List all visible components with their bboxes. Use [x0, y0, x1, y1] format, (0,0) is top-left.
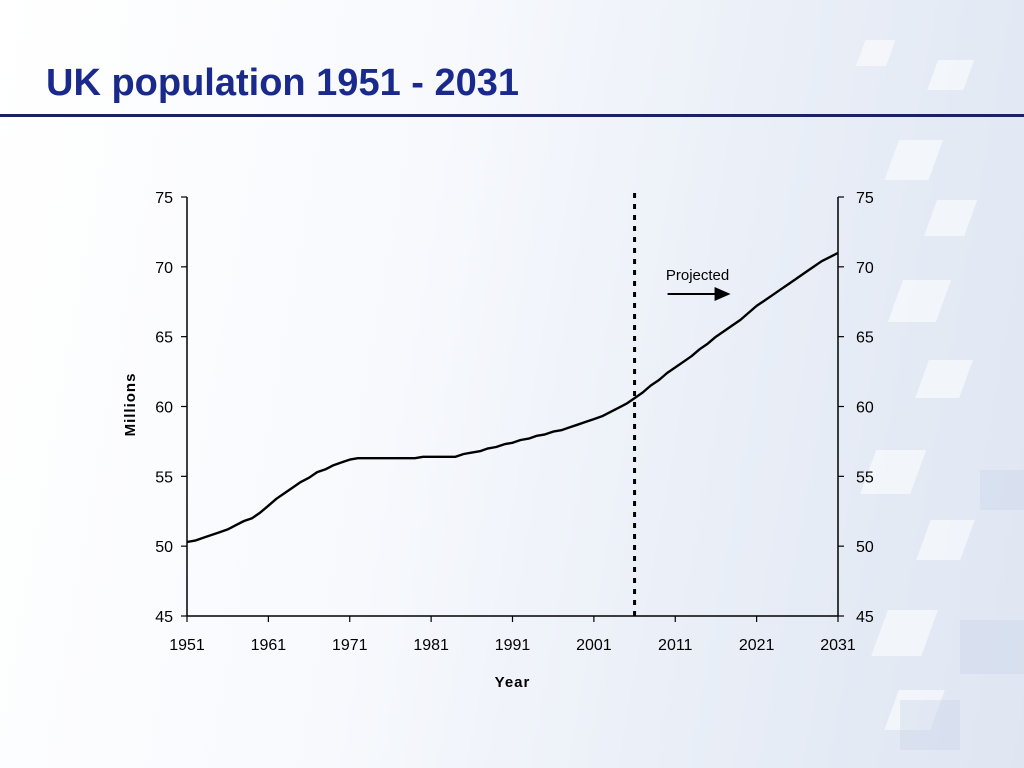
axes — [181, 196, 844, 622]
x-tick-label: 1961 — [251, 637, 287, 654]
y-tick-label-left: 65 — [155, 330, 173, 347]
x-axis-title: Year — [495, 674, 531, 691]
slide-title: UK population 1951 - 2031 — [46, 62, 520, 104]
y-tick-label-left: 60 — [155, 400, 173, 417]
y-tick-label-left: 50 — [155, 539, 173, 556]
y-tick-label-left: 55 — [155, 469, 173, 486]
y-tick-label-right: 65 — [856, 330, 874, 347]
tick-labels: 45 50 55 60 65 70 75 45 50 55 60 65 70 75 1951 1961 1971… — [155, 190, 874, 654]
y-tick-label-left: 75 — [155, 190, 173, 207]
projected-arrow — [667, 287, 731, 301]
x-tick-label: 1951 — [169, 637, 205, 654]
y-tick-label-right: 75 — [856, 190, 874, 207]
y-tick-label-right: 70 — [856, 260, 874, 277]
x-tick-label: 1971 — [332, 637, 368, 654]
x-tick-label: 2001 — [576, 637, 612, 654]
y-tick-label-right: 45 — [856, 609, 874, 626]
y-tick-label-right: 60 — [856, 400, 874, 417]
y-tick-label-right: 50 — [856, 539, 874, 556]
y-tick-label-right: 55 — [856, 469, 874, 486]
y-tick-label-left: 70 — [155, 260, 173, 277]
population-series-line — [186, 251, 839, 544]
y-axis-title: Millions — [122, 373, 139, 437]
y-tick-label-left: 45 — [155, 609, 173, 626]
x-tick-label: 1981 — [413, 637, 449, 654]
x-tick-label: 1991 — [495, 637, 531, 654]
projected-label: Projected — [666, 267, 729, 284]
title-divider — [0, 114, 1024, 117]
x-tick-label: 2011 — [658, 637, 693, 654]
x-tick-label: 2021 — [739, 637, 775, 654]
x-tick-label: 2031 — [820, 637, 856, 654]
